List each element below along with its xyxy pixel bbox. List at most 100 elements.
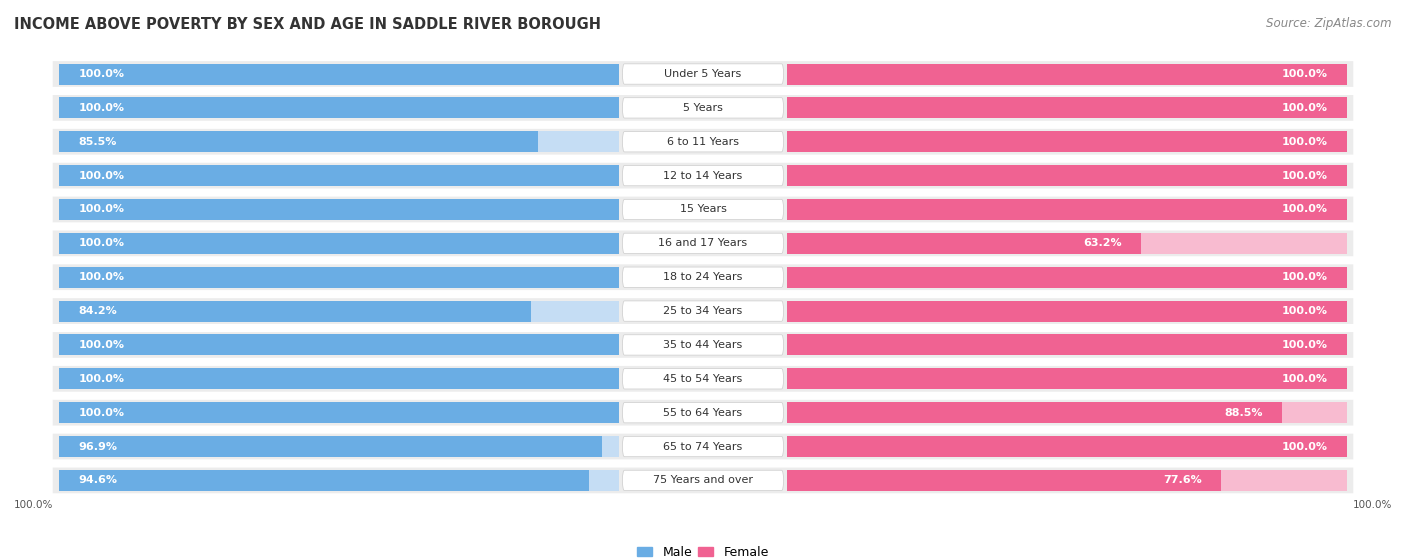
Bar xyxy=(787,470,1222,491)
Bar xyxy=(59,97,619,119)
Text: 100.0%: 100.0% xyxy=(79,170,125,181)
Legend: Male, Female: Male, Female xyxy=(633,541,773,559)
Text: 84.2%: 84.2% xyxy=(79,306,117,316)
Bar xyxy=(59,267,619,288)
Bar xyxy=(59,267,619,288)
Bar xyxy=(787,199,1347,220)
Bar xyxy=(787,334,1347,356)
Text: 100.0%: 100.0% xyxy=(79,205,125,215)
Text: 77.6%: 77.6% xyxy=(1163,475,1202,485)
Bar xyxy=(59,233,619,254)
FancyBboxPatch shape xyxy=(623,402,783,423)
Bar xyxy=(787,436,1347,457)
Bar xyxy=(59,301,619,321)
Text: 100.0%: 100.0% xyxy=(1281,306,1327,316)
Bar xyxy=(787,165,1347,186)
Text: 6 to 11 Years: 6 to 11 Years xyxy=(666,137,740,147)
Text: 100.0%: 100.0% xyxy=(79,103,125,113)
Text: 65 to 74 Years: 65 to 74 Years xyxy=(664,442,742,452)
Text: 100.0%: 100.0% xyxy=(1353,500,1392,510)
Bar xyxy=(787,131,1347,152)
FancyBboxPatch shape xyxy=(623,368,783,389)
Text: Source: ZipAtlas.com: Source: ZipAtlas.com xyxy=(1267,17,1392,30)
FancyBboxPatch shape xyxy=(623,200,783,220)
Bar xyxy=(59,402,619,423)
Bar xyxy=(59,165,619,186)
Bar xyxy=(59,233,619,254)
Bar xyxy=(787,233,1140,254)
Text: 18 to 24 Years: 18 to 24 Years xyxy=(664,272,742,282)
Bar xyxy=(59,199,619,220)
Text: 100.0%: 100.0% xyxy=(1281,340,1327,350)
Text: 100.0%: 100.0% xyxy=(1281,205,1327,215)
FancyBboxPatch shape xyxy=(52,230,1354,256)
Text: 100.0%: 100.0% xyxy=(79,238,125,248)
Bar xyxy=(59,97,619,119)
Text: 100.0%: 100.0% xyxy=(1281,374,1327,384)
Text: 5 Years: 5 Years xyxy=(683,103,723,113)
Bar xyxy=(787,199,1347,220)
Bar xyxy=(787,334,1347,356)
FancyBboxPatch shape xyxy=(52,434,1354,459)
Bar xyxy=(787,301,1347,321)
FancyBboxPatch shape xyxy=(52,366,1354,392)
Text: 100.0%: 100.0% xyxy=(1281,103,1327,113)
FancyBboxPatch shape xyxy=(623,437,783,457)
Bar xyxy=(59,368,619,389)
Bar xyxy=(787,402,1347,423)
Text: 100.0%: 100.0% xyxy=(1281,442,1327,452)
Bar xyxy=(59,301,531,321)
Text: 100.0%: 100.0% xyxy=(1281,272,1327,282)
FancyBboxPatch shape xyxy=(623,470,783,491)
Bar xyxy=(787,233,1347,254)
FancyBboxPatch shape xyxy=(52,95,1354,121)
Bar xyxy=(787,97,1347,119)
Bar xyxy=(59,334,619,356)
Text: 88.5%: 88.5% xyxy=(1225,408,1263,418)
FancyBboxPatch shape xyxy=(52,400,1354,425)
Text: 96.9%: 96.9% xyxy=(79,442,118,452)
FancyBboxPatch shape xyxy=(623,165,783,186)
Text: 100.0%: 100.0% xyxy=(79,374,125,384)
Bar xyxy=(787,301,1347,321)
FancyBboxPatch shape xyxy=(623,233,783,254)
Bar xyxy=(59,131,538,152)
Text: 15 Years: 15 Years xyxy=(679,205,727,215)
Text: Under 5 Years: Under 5 Years xyxy=(665,69,741,79)
Text: 25 to 34 Years: 25 to 34 Years xyxy=(664,306,742,316)
FancyBboxPatch shape xyxy=(52,197,1354,222)
Bar xyxy=(59,436,602,457)
FancyBboxPatch shape xyxy=(52,264,1354,290)
Bar xyxy=(59,470,589,491)
Text: 16 and 17 Years: 16 and 17 Years xyxy=(658,238,748,248)
Text: 35 to 44 Years: 35 to 44 Years xyxy=(664,340,742,350)
Bar xyxy=(59,334,619,356)
FancyBboxPatch shape xyxy=(52,298,1354,324)
Bar xyxy=(59,131,619,152)
Bar xyxy=(787,267,1347,288)
Text: 100.0%: 100.0% xyxy=(14,500,53,510)
Text: 85.5%: 85.5% xyxy=(79,137,117,147)
Text: 100.0%: 100.0% xyxy=(1281,137,1327,147)
Text: 100.0%: 100.0% xyxy=(1281,69,1327,79)
Text: 100.0%: 100.0% xyxy=(1281,170,1327,181)
Bar xyxy=(787,368,1347,389)
Bar xyxy=(59,165,619,186)
Text: 94.6%: 94.6% xyxy=(79,475,118,485)
Text: 45 to 54 Years: 45 to 54 Years xyxy=(664,374,742,384)
Bar xyxy=(787,131,1347,152)
Text: 100.0%: 100.0% xyxy=(79,340,125,350)
Bar xyxy=(787,436,1347,457)
Text: 100.0%: 100.0% xyxy=(79,272,125,282)
Bar xyxy=(59,470,619,491)
Bar xyxy=(787,470,1347,491)
Text: 12 to 14 Years: 12 to 14 Years xyxy=(664,170,742,181)
Text: 55 to 64 Years: 55 to 64 Years xyxy=(664,408,742,418)
Bar xyxy=(787,267,1347,288)
Bar xyxy=(59,64,619,84)
FancyBboxPatch shape xyxy=(52,467,1354,493)
Text: 100.0%: 100.0% xyxy=(79,69,125,79)
Bar xyxy=(787,368,1347,389)
Bar xyxy=(787,402,1282,423)
FancyBboxPatch shape xyxy=(52,163,1354,188)
